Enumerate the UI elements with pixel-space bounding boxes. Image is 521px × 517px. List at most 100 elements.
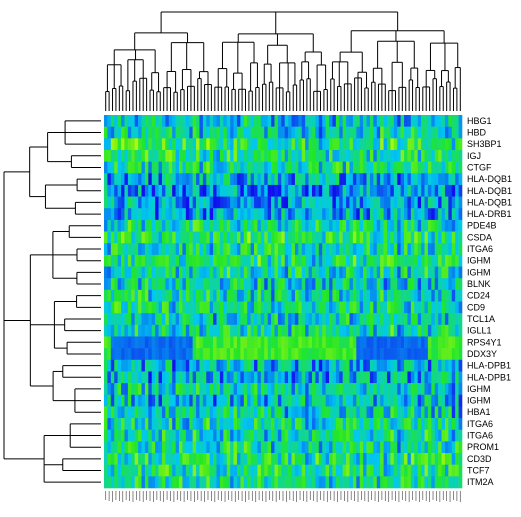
heatmap-cell [383, 231, 388, 244]
heatmap-cell [390, 138, 395, 151]
heatmap-cell [281, 476, 286, 489]
heatmap-cell [455, 115, 459, 127]
heatmap-cell [250, 149, 255, 162]
heatmap-cell [277, 348, 282, 361]
heatmap-cell [427, 126, 432, 139]
heatmap-cell [161, 336, 166, 349]
heatmap-cell [230, 394, 234, 407]
heatmap-cell [298, 383, 303, 396]
heatmap-cell [192, 173, 197, 186]
heatmap-cell [151, 231, 156, 244]
heatmap-cell [199, 115, 204, 127]
heatmap-cell [383, 115, 388, 127]
heatmap-cell [240, 278, 245, 291]
heatmap-cell [236, 418, 241, 431]
heatmap-cell [230, 231, 234, 244]
heatmap-cell [189, 406, 193, 419]
heatmap-cell [329, 289, 333, 302]
heatmap-cell [325, 289, 330, 302]
heatmap-cell [339, 196, 343, 209]
heatmap-cell [271, 231, 275, 244]
heatmap-cell [202, 371, 207, 384]
row-label: ITGA6 [467, 419, 493, 429]
heatmap-cell [267, 406, 272, 419]
heatmap-cell [325, 383, 330, 396]
heatmap-cell [175, 196, 180, 209]
heatmap-cell [131, 429, 135, 442]
heatmap-cell [236, 476, 241, 489]
heatmap-cell [386, 406, 391, 419]
heatmap-cell [451, 394, 456, 407]
heatmap-cell [192, 138, 197, 151]
heatmap-cell [175, 441, 180, 454]
heatmap-cell [144, 453, 149, 465]
heatmap-cell [155, 348, 159, 361]
heatmap-cell [216, 266, 221, 279]
heatmap-cell [305, 184, 309, 197]
heatmap-cell [247, 208, 251, 221]
heatmap-cell [243, 464, 248, 477]
heatmap-cell [407, 266, 412, 279]
heatmap-cell [148, 453, 153, 465]
heatmap-cell [185, 115, 190, 127]
heatmap-cell [148, 184, 153, 197]
heatmap-cell [250, 138, 255, 151]
heatmap-cell [117, 161, 122, 174]
heatmap-cell [250, 289, 255, 302]
heatmap-cell [189, 184, 193, 197]
heatmap-cell [424, 441, 429, 454]
heatmap-cell [240, 219, 245, 232]
heatmap-cell [390, 289, 395, 302]
heatmap-cell [267, 184, 272, 197]
heatmap-cell [117, 324, 122, 337]
heatmap-cell [363, 278, 367, 291]
heatmap-cell [271, 184, 275, 197]
heatmap-cell [243, 161, 248, 174]
heatmap-cell [414, 476, 418, 489]
heatmap-cell [322, 453, 326, 465]
heatmap-cell [151, 219, 156, 232]
heatmap-cell [141, 115, 146, 127]
heatmap-cell [414, 278, 418, 291]
heatmap-cell [134, 231, 139, 244]
heatmap-cell [158, 115, 163, 127]
heatmap-cell [434, 383, 439, 396]
heatmap-cell [134, 313, 139, 326]
heatmap-cell [240, 208, 245, 221]
heatmap-cell [315, 324, 320, 337]
heatmap-cell [397, 126, 401, 139]
heatmap-cell [301, 429, 306, 442]
heatmap-cell [448, 348, 453, 361]
heatmap-cell [386, 266, 391, 279]
heatmap-cell [267, 324, 272, 337]
heatmap-cell [431, 161, 436, 174]
heatmap-cell [318, 289, 323, 302]
heatmap-cell [175, 138, 180, 151]
heatmap-cell [121, 196, 125, 209]
heatmap-cell [260, 453, 265, 465]
heatmap-cell [223, 266, 228, 279]
heatmap-cell [444, 161, 449, 174]
heatmap-cell [291, 278, 296, 291]
heatmap-cell [127, 138, 132, 151]
heatmap-cell [138, 184, 142, 197]
row-label: HLA-DQB1 [467, 197, 512, 207]
heatmap-cell [175, 219, 180, 232]
heatmap-cell [349, 278, 354, 291]
heatmap-cell [257, 266, 262, 279]
heatmap-cell [209, 243, 214, 256]
heatmap-cell [264, 266, 268, 279]
heatmap-cell [277, 394, 282, 407]
heatmap-cell [148, 383, 153, 396]
heatmap-cell [158, 138, 163, 151]
heatmap-cell [254, 115, 258, 127]
heatmap-cell [376, 336, 381, 349]
heatmap-cell [318, 336, 323, 349]
heatmap-cell [148, 418, 153, 431]
heatmap-cell [141, 289, 146, 302]
heatmap-cell [427, 464, 432, 477]
heatmap-cell [332, 126, 337, 139]
heatmap-cell [315, 184, 320, 197]
heatmap-cell [308, 418, 313, 431]
heatmap-cell [305, 219, 309, 232]
